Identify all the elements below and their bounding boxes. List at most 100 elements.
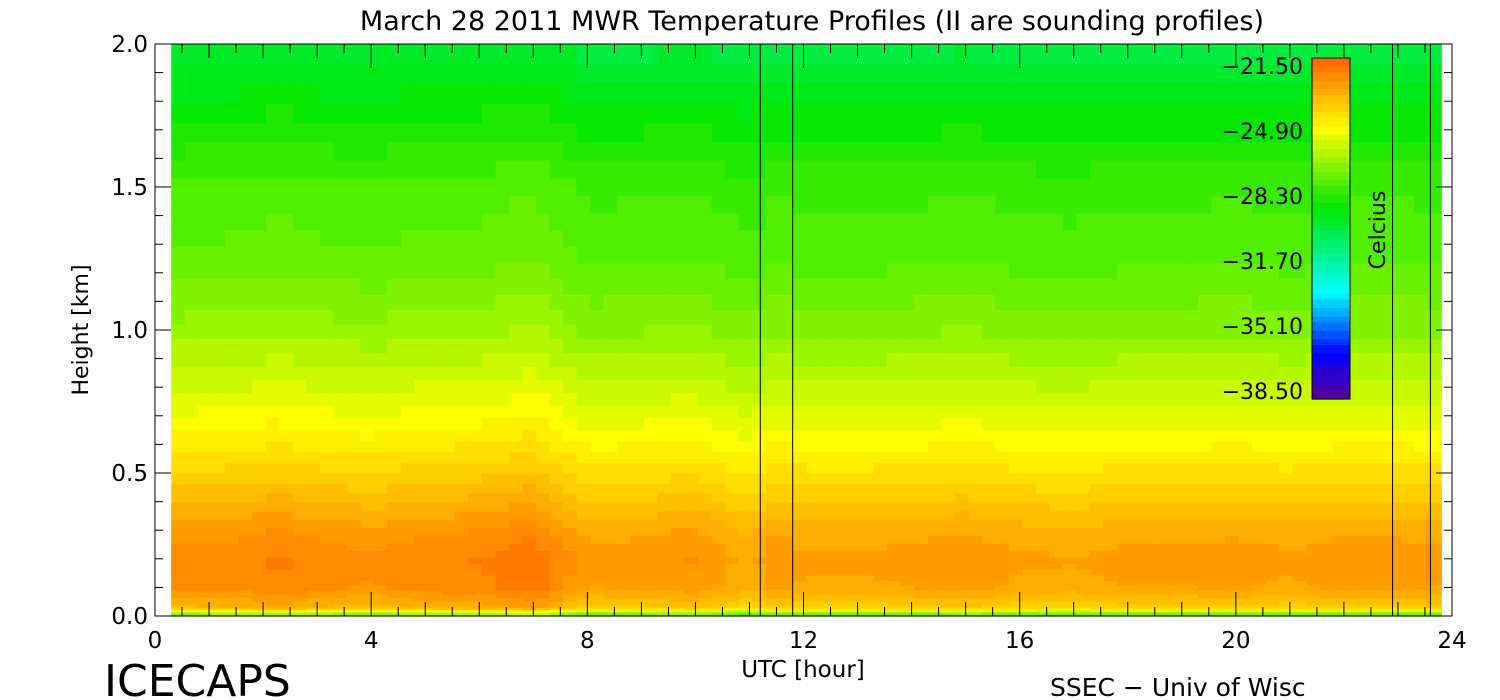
heatmap-cell — [225, 44, 240, 65]
heatmap-cell — [549, 556, 564, 564]
heatmap-cell — [1265, 44, 1280, 65]
heatmap-cell — [427, 160, 443, 179]
heatmap-cell — [644, 535, 659, 544]
heatmap-cell — [698, 613, 713, 615]
heatmap-cell — [738, 483, 753, 494]
heatmap-cell — [495, 535, 510, 544]
heatmap-cell — [1143, 103, 1159, 124]
heatmap-cell — [1170, 462, 1186, 474]
heatmap-cell — [211, 294, 226, 310]
heatmap-cell — [819, 246, 834, 264]
heatmap-cell — [644, 160, 659, 179]
heatmap-cell — [1346, 535, 1361, 544]
heatmap-cell — [1103, 569, 1118, 576]
heatmap-cell — [211, 473, 226, 484]
heatmap-cell — [211, 103, 226, 124]
heatmap-cell — [765, 580, 780, 586]
heatmap-cell — [684, 550, 699, 558]
heatmap-cell — [887, 122, 902, 143]
heatmap-cell — [657, 574, 672, 581]
heatmap-cell — [184, 543, 199, 551]
heatmap-cell — [427, 324, 443, 340]
heatmap-cell — [1238, 294, 1253, 310]
heatmap-cell — [941, 160, 956, 179]
heatmap-cell — [954, 141, 969, 161]
heatmap-cell — [981, 527, 996, 537]
heatmap-cell — [927, 122, 942, 143]
heatmap-cell — [1252, 574, 1267, 581]
heatmap-cell — [630, 614, 645, 616]
heatmap-cell — [481, 492, 497, 503]
heatmap-cell — [900, 352, 915, 367]
heatmap-cell — [387, 483, 402, 494]
heatmap-cell — [1265, 213, 1280, 231]
heatmap-cell — [1265, 246, 1280, 264]
heatmap-cell — [171, 462, 186, 474]
heatmap-cell — [1279, 417, 1294, 430]
heatmap-cell — [671, 502, 686, 512]
heatmap-cell — [887, 338, 902, 354]
heatmap-cell — [495, 556, 510, 564]
heatmap-cell — [887, 462, 902, 474]
heatmap-cell — [1076, 589, 1091, 595]
heatmap-cell — [1319, 462, 1334, 474]
heatmap-cell — [873, 593, 888, 599]
heatmap-cell — [1252, 309, 1267, 325]
heatmap-cell — [617, 483, 632, 494]
heatmap-cell — [1035, 141, 1050, 161]
heatmap-cell — [630, 213, 645, 231]
heatmap-cell — [1035, 429, 1050, 442]
heatmap-cell — [211, 392, 226, 406]
heatmap-cell — [1211, 604, 1226, 608]
heatmap-cell — [1116, 246, 1132, 264]
heatmap-cell — [1089, 84, 1105, 105]
heatmap-cell — [644, 593, 659, 599]
heatmap-cell — [887, 483, 902, 494]
heatmap-cell — [752, 483, 767, 494]
heatmap-cell — [698, 246, 713, 264]
heatmap-cell — [1143, 309, 1159, 325]
heatmap-cell — [792, 246, 807, 264]
heatmap-cell — [1089, 178, 1105, 197]
heatmap-cell — [806, 574, 821, 581]
heatmap-cell — [657, 556, 672, 564]
heatmap-cell — [1116, 338, 1132, 354]
heatmap-cell — [1103, 278, 1118, 295]
heatmap-cell — [184, 230, 199, 248]
heatmap-cell — [549, 473, 564, 484]
heatmap-cell — [914, 160, 929, 179]
heatmap-cell — [333, 294, 348, 310]
heatmap-cell — [873, 589, 888, 595]
heatmap-cell — [900, 103, 915, 124]
heatmap-cell — [576, 230, 591, 248]
heatmap-cell — [995, 492, 1010, 503]
heatmap-cell — [211, 405, 226, 418]
heatmap-cell — [265, 246, 280, 264]
heatmap-cell — [887, 502, 902, 512]
heatmap-cell — [306, 392, 321, 406]
heatmap-cell — [1265, 440, 1280, 453]
heatmap-cell — [1170, 429, 1186, 442]
heatmap-cell — [225, 585, 240, 591]
heatmap-cell — [1198, 556, 1213, 564]
heatmap-cell — [346, 392, 361, 406]
heatmap-cell — [1022, 405, 1037, 418]
heatmap-cell — [1184, 543, 1199, 551]
heatmap-cell — [1008, 44, 1023, 65]
heatmap-cell — [1170, 160, 1186, 179]
heatmap-cell — [995, 574, 1010, 581]
heatmap-cell — [198, 338, 213, 354]
heatmap-cell — [792, 580, 807, 586]
heatmap-cell — [1076, 593, 1091, 599]
heatmap-cell — [198, 607, 213, 611]
heatmap-cell — [279, 604, 294, 608]
heatmap-cell — [563, 338, 578, 354]
heatmap-cell — [1184, 309, 1199, 325]
heatmap-cell — [414, 392, 429, 406]
heatmap-cell — [1022, 510, 1037, 521]
heatmap-cell — [306, 614, 321, 616]
heatmap-cell — [846, 585, 861, 591]
heatmap-cell — [711, 440, 726, 453]
heatmap-cell — [779, 262, 794, 280]
heatmap-cell — [279, 519, 294, 529]
